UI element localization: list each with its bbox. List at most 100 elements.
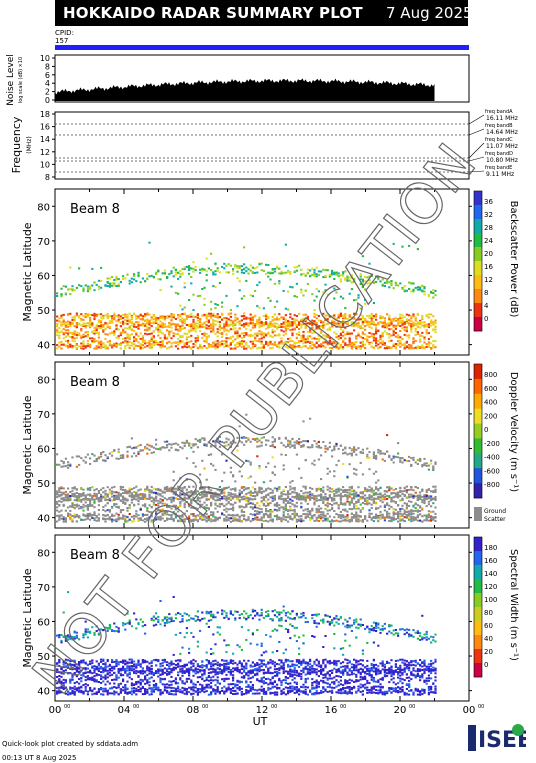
scatter-cell xyxy=(111,492,114,495)
scatter-cell xyxy=(137,316,140,319)
scatter-cell xyxy=(350,519,353,522)
colorbar-tick-label: 16 xyxy=(484,263,493,271)
scatter-cell xyxy=(212,285,215,288)
scatter-cell xyxy=(293,486,296,489)
scatter-cell xyxy=(75,312,78,315)
scatter-cell xyxy=(141,339,144,342)
colorbar-segment xyxy=(474,303,482,318)
scatter-cell xyxy=(381,343,384,346)
scatter-cell xyxy=(291,503,294,506)
scatter-cell xyxy=(320,325,323,328)
scatter-cell xyxy=(229,315,232,318)
scatter-cell xyxy=(416,321,419,324)
scatter-cell xyxy=(130,318,133,321)
scatter-cell xyxy=(280,453,283,456)
scatter-cell xyxy=(419,346,422,348)
scatter-cell xyxy=(350,332,353,335)
scatter-cell xyxy=(108,277,111,280)
scatter-cell xyxy=(256,455,259,458)
scatter-cell xyxy=(284,493,287,496)
scatter-cell xyxy=(262,344,265,347)
scatter-cell xyxy=(405,334,408,337)
scatter-cell xyxy=(71,336,74,338)
scatter-cell xyxy=(359,278,362,281)
scatter-cell xyxy=(311,320,314,323)
scatter-cell xyxy=(133,313,136,316)
scatter-cell xyxy=(124,491,127,494)
scatter-cell xyxy=(108,283,111,286)
scatter-cell xyxy=(342,272,345,275)
scatter-cell xyxy=(128,489,131,492)
scatter-cell xyxy=(157,489,160,491)
scatter-cell xyxy=(346,497,349,500)
scatter-cell xyxy=(181,441,184,444)
scatter-cell xyxy=(284,519,287,522)
scatter-cell xyxy=(69,497,72,500)
scatter-cell xyxy=(71,506,74,508)
scatter-cell xyxy=(124,503,127,505)
scatter-cell xyxy=(375,280,378,283)
scatter-cell xyxy=(271,471,274,474)
scatter-cell xyxy=(256,284,259,287)
scatter-cell xyxy=(188,494,191,497)
scatter-cell xyxy=(339,520,342,523)
scatter-cell xyxy=(291,286,294,289)
scatter-cell xyxy=(234,265,237,268)
scatter-cell xyxy=(69,464,72,467)
scatter-cell xyxy=(60,316,63,319)
scatter-cell xyxy=(377,479,380,482)
scatter-cell xyxy=(86,288,89,291)
scatter-cell xyxy=(243,295,246,298)
scatter-cell xyxy=(89,346,92,349)
scatter-cell xyxy=(295,505,298,508)
scatter-cell xyxy=(177,485,180,488)
scatter-cell xyxy=(137,334,140,337)
scatter-cell xyxy=(75,513,78,516)
scatter-cell xyxy=(201,514,204,517)
scatter-cell xyxy=(137,327,140,330)
scatter-cell xyxy=(229,488,232,491)
scatter-cell xyxy=(168,334,171,337)
scatter-cell xyxy=(139,517,142,520)
scatter-cell xyxy=(86,290,89,293)
scatter-cell xyxy=(372,333,375,336)
scatter-cell xyxy=(350,317,353,320)
scatter-cell xyxy=(67,325,70,328)
scatter-cell xyxy=(256,332,259,335)
scatter-cell xyxy=(119,347,122,350)
scatter-cell xyxy=(236,321,239,324)
scatter-cell xyxy=(168,321,171,324)
scatter-cell xyxy=(333,499,336,502)
scatter-cell xyxy=(234,316,237,319)
scatter-cell xyxy=(317,340,320,343)
scatter-cell xyxy=(247,323,250,326)
scatter-cell xyxy=(181,518,184,521)
scatter-cell xyxy=(333,445,336,448)
scatter-cell xyxy=(401,245,404,248)
scatter-cell xyxy=(430,347,433,350)
scatter-cell xyxy=(196,519,199,522)
scatter-cell xyxy=(302,420,305,423)
colorbar-segment xyxy=(474,233,482,248)
scatter-cell xyxy=(229,347,232,350)
scatter-cell xyxy=(265,519,268,522)
scatter-cell xyxy=(302,319,305,322)
scatter-cell xyxy=(265,333,268,336)
scatter-cell xyxy=(172,510,175,513)
scatter-cell xyxy=(386,279,389,282)
scatter-cell xyxy=(234,313,237,316)
scatter-cell xyxy=(368,489,371,492)
scatter-cell xyxy=(95,331,98,334)
scatter-cell xyxy=(249,463,252,466)
scatter-cell xyxy=(240,265,243,268)
scatter-cell xyxy=(295,520,298,523)
scatter-cell xyxy=(324,445,327,448)
scatter-cell xyxy=(432,323,435,326)
scatter-cell xyxy=(276,322,279,325)
scatter-cell xyxy=(155,272,158,275)
scatter-cell xyxy=(159,346,162,349)
scatter-cell xyxy=(86,324,89,327)
scatter-cell xyxy=(247,324,250,327)
scatter-cell xyxy=(295,282,298,285)
scatter-cell xyxy=(245,333,248,336)
